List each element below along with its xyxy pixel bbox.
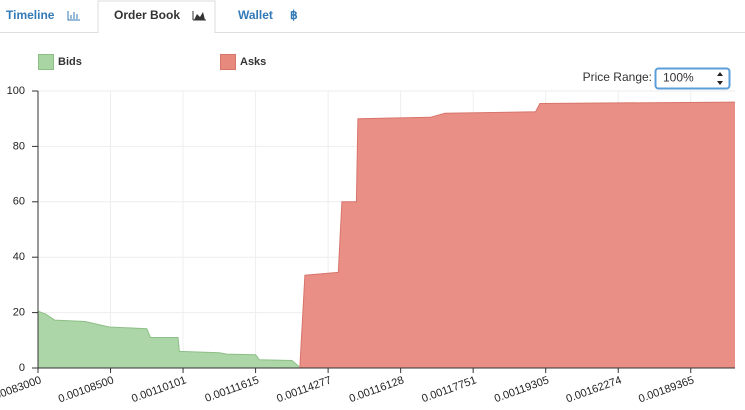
active-tab-gap <box>98 31 215 34</box>
x-tick-label: 0.00162274 <box>565 374 624 405</box>
area-fill <box>299 102 735 368</box>
x-tick-label: 0.00117751 <box>420 374 478 405</box>
x-tick-label: 0.00108500 <box>57 374 116 405</box>
tab-label[interactable]: Order Book <box>114 8 180 22</box>
area-line <box>37 310 300 367</box>
x-tick-label: 0.00189365 <box>637 374 696 405</box>
x-tick-label: 0.00083000 <box>0 374 43 405</box>
area-line <box>299 101 736 369</box>
y-tick-label: 40 <box>13 251 25 263</box>
y-tick-label: 80 <box>13 140 25 152</box>
tab-icon <box>67 11 80 21</box>
tab-order-book[interactable]: Order Book <box>97 0 216 34</box>
y-tick-label: 60 <box>13 196 25 208</box>
x-tick-label: 0.00110101 <box>130 374 188 405</box>
active-tab <box>97 0 216 33</box>
price-range-label: Price Range: <box>583 70 652 84</box>
tab-timeline[interactable]: Timeline <box>6 8 80 22</box>
x-tick-label: 0.00114277 <box>275 374 333 405</box>
select-value[interactable]: 100% <box>663 71 694 85</box>
y-tick-label: 0 <box>19 362 25 374</box>
y-tick-label: 20 <box>13 307 25 319</box>
price-range-select[interactable]: 100% <box>654 67 731 90</box>
select-box[interactable] <box>654 67 731 90</box>
x-tick-label: 0.00119305 <box>493 374 551 405</box>
select-arrows <box>717 72 723 85</box>
tab-icon: ฿ <box>290 8 298 22</box>
legend-swatch <box>38 54 54 70</box>
legend-label: Asks <box>240 56 266 68</box>
tab-label[interactable]: Wallet <box>238 8 273 22</box>
x-tick-label: 0.00116128 <box>348 374 406 405</box>
tab-label[interactable]: Timeline <box>6 8 55 22</box>
x-tick-label: 0.00111615 <box>203 374 260 405</box>
area-fill <box>38 311 300 368</box>
legend-label: Bids <box>58 56 82 68</box>
chart: 0 20 40 60 80 100 0.00083000 0.00108500 0.001101… <box>0 85 736 405</box>
tab-icon <box>192 11 206 21</box>
tab-wallet[interactable]: Wallet ฿ <box>238 8 298 22</box>
y-tick-label: 100 <box>7 85 25 97</box>
legend-swatch <box>220 54 236 70</box>
